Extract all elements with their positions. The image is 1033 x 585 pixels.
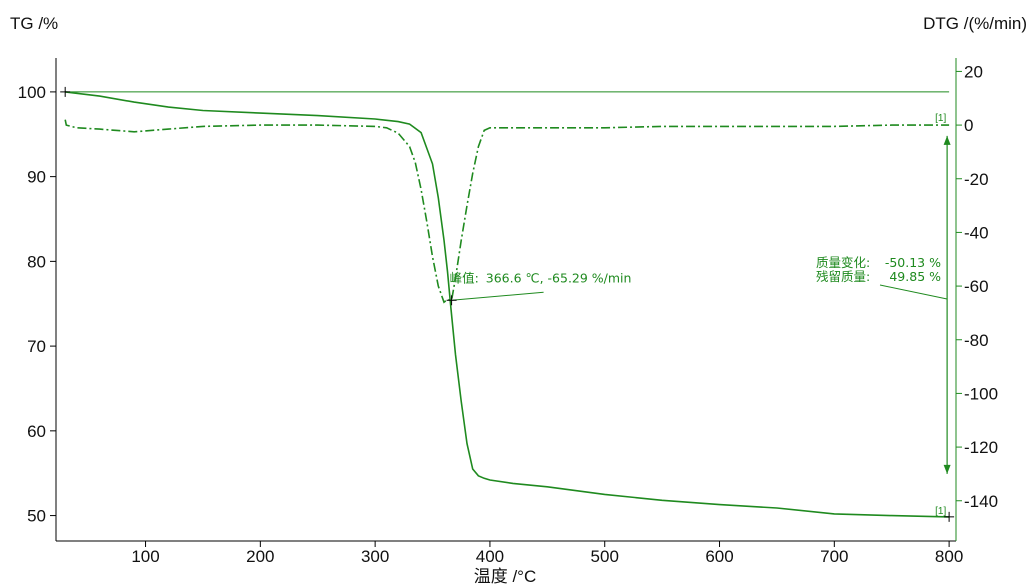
x-tick-label: 600 [705, 547, 733, 566]
dtg-series-tag: [1] [935, 113, 946, 124]
right-tick-label: -140 [964, 492, 998, 511]
mass-change-arrow-head-top [943, 135, 951, 145]
residual-mass-label: 残留质量: [816, 269, 870, 284]
x-tick-label: 200 [246, 547, 274, 566]
dtg-curve [64, 119, 950, 304]
right-tick-label: -80 [964, 331, 989, 350]
peak-leader-line [451, 291, 544, 301]
x-tick-label: 700 [820, 547, 848, 566]
peak-value: 366.6 ℃, -65.29 %/min [486, 270, 632, 285]
left-tick-label: 70 [27, 337, 46, 356]
left-tick-label: 90 [27, 168, 46, 187]
peak-annotation: 峰值: 366.6 ℃, -65.29 %/min [450, 270, 632, 285]
right-tick-label: -120 [964, 438, 998, 457]
right-tick-label: -20 [964, 170, 989, 189]
left-tick-label: 100 [18, 83, 46, 102]
left-tick-label: 80 [27, 252, 46, 271]
tg-curve [65, 91, 950, 518]
mass-change-value: -50.13 % [885, 255, 941, 270]
mass-change-label: 质量变化: [816, 255, 870, 270]
right-axis-title: DTG /(%/min) [923, 14, 1027, 33]
mass-change-arrow-head-bottom [943, 464, 951, 474]
x-axis-title: 温度 /°C [474, 567, 537, 585]
mass-change-leader-line [879, 284, 948, 300]
peak-marker [446, 295, 457, 306]
peak-label: 峰值: [450, 270, 479, 285]
residual-mass-value: 49.85 % [889, 269, 941, 284]
x-tick-label: 100 [131, 547, 159, 566]
left-tick-label: 50 [27, 507, 46, 526]
x-tick-label: 300 [361, 547, 389, 566]
right-tick-label: -60 [964, 277, 989, 296]
left-tick-label: 60 [27, 422, 46, 441]
right-tick-label: -40 [964, 223, 989, 242]
x-tick-label: 500 [591, 547, 619, 566]
right-tick-label: -100 [964, 384, 998, 403]
tg-series-tag: [1] [935, 506, 946, 517]
right-tick-label: 0 [964, 116, 973, 135]
x-tick-label: 800 [935, 547, 963, 566]
left-axis-title: TG /% [10, 14, 58, 33]
x-tick-label: 400 [476, 547, 504, 566]
right-tick-label: 20 [964, 62, 983, 81]
